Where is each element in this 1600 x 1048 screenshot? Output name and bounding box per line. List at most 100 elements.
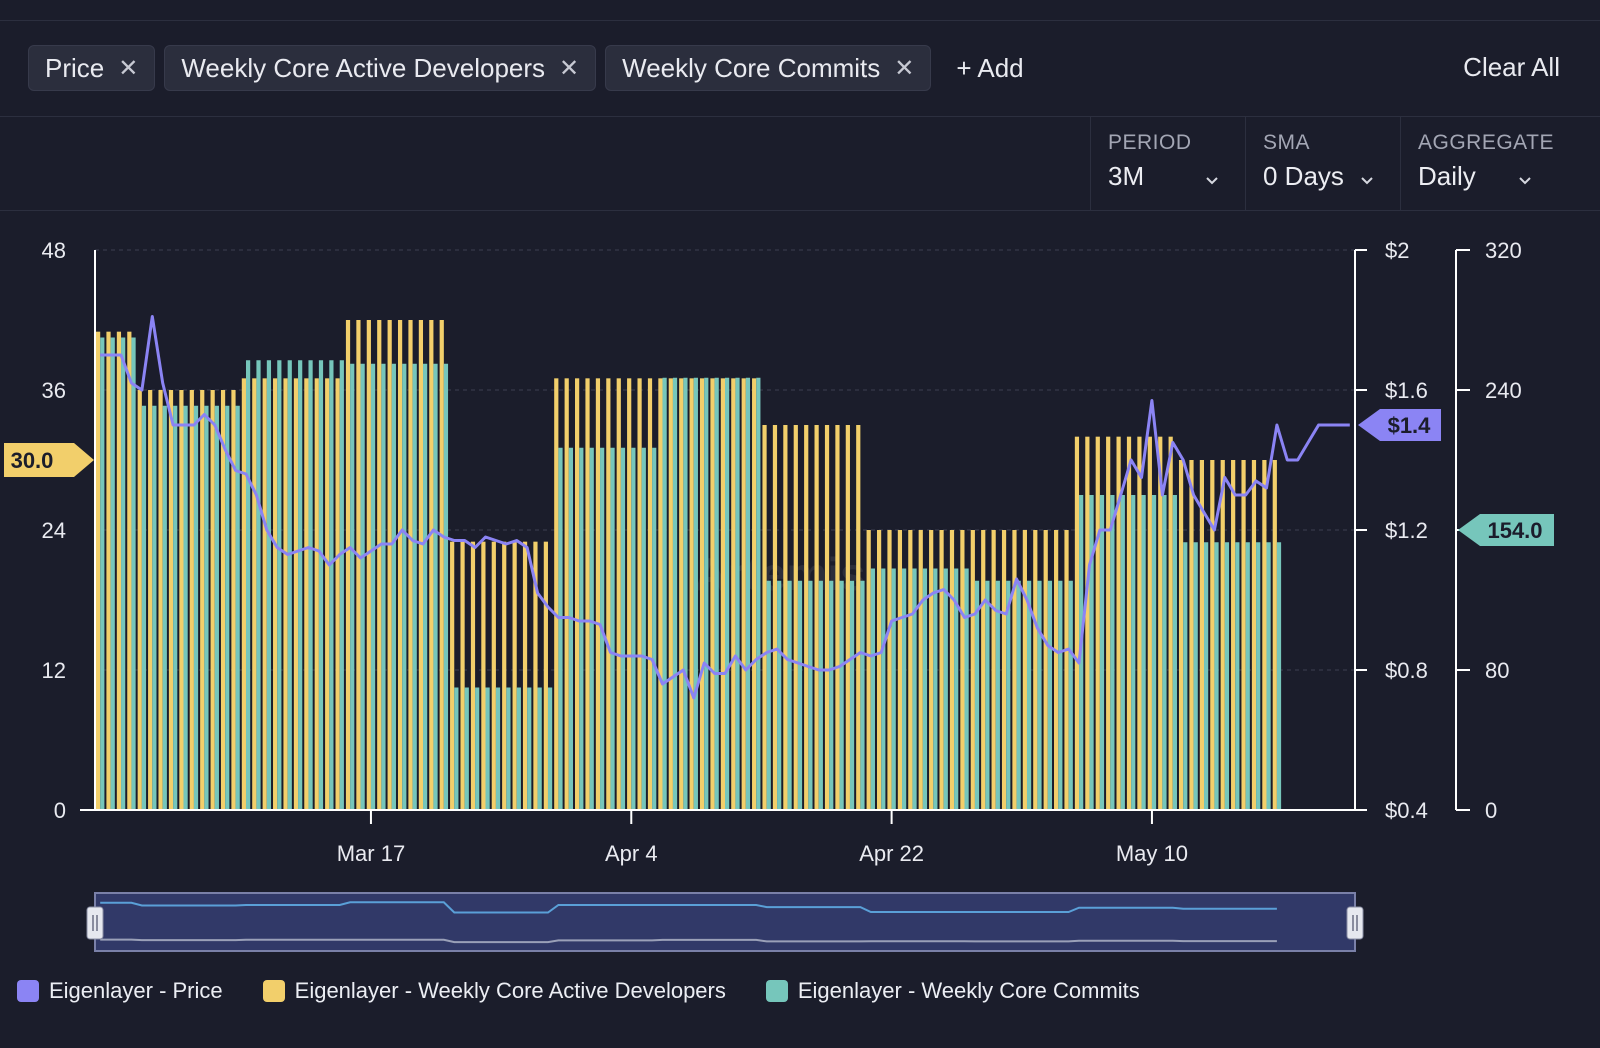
commits-bar	[652, 447, 657, 810]
period-value: 3M	[1108, 161, 1145, 191]
commits-bar	[579, 447, 584, 810]
commits-bar	[860, 580, 865, 810]
navigator-line-developers	[100, 901, 1277, 914]
chevron-down-icon	[1519, 177, 1531, 185]
commits-tick-label: 240	[1485, 378, 1522, 403]
commits-bar	[1089, 495, 1094, 810]
sma-select[interactable]: SMA 0 Days	[1245, 117, 1400, 210]
commits-bar	[100, 337, 105, 810]
commits-bar	[391, 363, 396, 810]
close-icon[interactable]: ✕	[894, 54, 915, 82]
commits-bar	[1183, 542, 1188, 810]
commits-bar	[318, 360, 324, 810]
bars-group	[96, 320, 1282, 810]
developers-bar	[179, 390, 184, 810]
left-badge-text: 30.0	[11, 448, 54, 473]
commits-bar	[631, 447, 636, 810]
commits-value-badge	[1458, 514, 1554, 546]
commits-bar	[1099, 495, 1105, 810]
range-handle-right[interactable]	[1346, 906, 1364, 940]
developers-bar	[293, 378, 299, 810]
commits-bar	[495, 687, 501, 810]
commits-bar	[641, 447, 646, 810]
developers-bar	[731, 378, 736, 810]
developers-bar	[1220, 460, 1225, 810]
commits-bar	[829, 580, 834, 810]
commits-bar	[714, 377, 719, 810]
commits-bar	[381, 363, 386, 810]
developers-bar	[939, 530, 944, 810]
commits-bar	[402, 363, 407, 810]
legend-item-commits[interactable]: Eigenlayer - Weekly Core Commits	[765, 978, 1140, 1004]
chip-active-developers-label: Weekly Core Active Developers	[181, 52, 546, 83]
developers-bar	[741, 378, 746, 810]
commits-bar	[235, 405, 240, 810]
legend-item-developers[interactable]: Eigenlayer - Weekly Core Active Develope…	[262, 978, 726, 1004]
commits-tick-label: 0	[1485, 798, 1497, 823]
commits-bar	[1235, 542, 1240, 810]
developers-bar	[866, 530, 871, 810]
developers-bar	[856, 425, 861, 810]
range-handle-left[interactable]	[86, 906, 104, 940]
developers-bar	[1095, 436, 1100, 810]
commits-bar	[370, 363, 376, 810]
legend-label-developers: Eigenlayer - Weekly Core Active Develope…	[294, 978, 726, 1003]
commits-bar	[704, 377, 709, 810]
developers-bar	[1085, 436, 1090, 810]
developers-bar	[908, 530, 913, 810]
commits-bar	[568, 447, 574, 810]
developers-bar	[960, 530, 965, 810]
legend-label-price: Eigenlayer - Price	[49, 978, 223, 1003]
legend-item-price[interactable]: Eigenlayer - Price	[17, 978, 223, 1004]
developers-bar	[168, 390, 174, 810]
developers-bar	[752, 378, 757, 810]
developers-bar	[314, 378, 319, 810]
commits-bar	[1162, 495, 1167, 810]
commits-bar	[464, 687, 469, 810]
developers-bar	[887, 530, 892, 810]
commits-bar	[662, 377, 667, 810]
developers-bar	[1106, 436, 1111, 810]
top-divider	[0, 20, 1600, 21]
commits-bar	[610, 447, 615, 810]
commits-bar	[912, 568, 917, 810]
developers-bar	[1022, 530, 1027, 810]
left-tick-label: 48	[42, 238, 66, 263]
price-value-badge	[1358, 409, 1441, 441]
developers-bar	[450, 541, 455, 810]
x-tick-label: Apr 4	[605, 841, 658, 866]
commits-bar	[797, 580, 803, 810]
add-metric-button[interactable]: + Add	[956, 52, 1024, 83]
period-select[interactable]: PERIOD 3M	[1090, 117, 1245, 210]
left-tick-label: 24	[42, 518, 66, 543]
commits-bar	[1276, 542, 1282, 810]
clear-all-button[interactable]: Clear All	[1463, 52, 1560, 82]
close-icon[interactable]: ✕	[559, 54, 580, 82]
commits-bar	[141, 405, 147, 810]
developers-bar	[189, 390, 194, 810]
developers-bar	[1147, 436, 1152, 810]
aggregate-select[interactable]: AGGREGATE Daily	[1400, 117, 1600, 210]
close-icon[interactable]: ✕	[118, 54, 139, 82]
commits-bar	[443, 363, 449, 810]
commits-bar	[1256, 542, 1261, 810]
developers-bar	[689, 378, 694, 810]
commits-bar	[485, 687, 490, 810]
period-label: PERIOD	[1108, 131, 1192, 154]
commits-bar	[808, 580, 813, 810]
developers-bar	[502, 541, 507, 810]
commits-bar	[777, 580, 782, 810]
developers-bar	[991, 530, 996, 810]
developers-bar	[637, 378, 642, 810]
chip-price[interactable]: Price ✕	[28, 45, 156, 91]
developers-bar	[949, 530, 955, 810]
commits-bar	[537, 687, 542, 810]
commits-bar	[922, 568, 928, 810]
commits-bar	[891, 568, 896, 810]
developers-bar	[377, 320, 382, 810]
chip-active-developers[interactable]: Weekly Core Active Developers ✕	[164, 45, 597, 91]
developers-bar	[1126, 436, 1132, 810]
chip-core-commits[interactable]: Weekly Core Commits ✕	[605, 45, 932, 91]
price-tick-label: $0.4	[1385, 798, 1428, 823]
developers-bar	[148, 390, 153, 810]
